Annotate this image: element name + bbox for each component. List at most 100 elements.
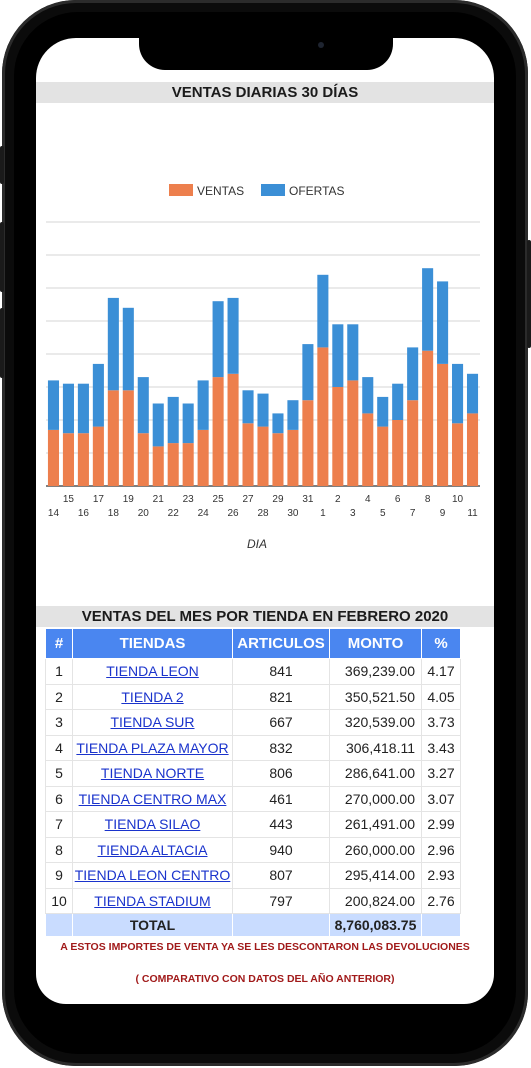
row-articulos: 797 bbox=[232, 887, 330, 914]
screen: VENTAS DIARIAS 30 DÍAS 14 15 16 17 18 19 20 21 2… bbox=[36, 38, 494, 1004]
row-tienda-cell: TIENDA NORTE bbox=[72, 760, 233, 787]
bar-ventas-28 bbox=[257, 426, 269, 486]
header-tiendas: TIENDAS bbox=[72, 628, 233, 659]
bar-ofertas-1 bbox=[317, 274, 329, 348]
store-link[interactable]: TIENDA ALTACIA bbox=[97, 841, 208, 858]
row-percent: 2.99 bbox=[421, 811, 461, 838]
bar-ofertas-25 bbox=[212, 301, 224, 378]
row-tienda-cell: TIENDA STADIUM bbox=[72, 887, 233, 914]
row-percent: 2.96 bbox=[421, 836, 461, 863]
row-percent: 3.43 bbox=[421, 734, 461, 761]
legend-swatch-ventas bbox=[169, 184, 193, 196]
bar-ofertas-7 bbox=[407, 347, 419, 401]
store-link[interactable]: TIENDA CENTRO MAX bbox=[78, 790, 227, 807]
store-link[interactable]: TIENDA 2 bbox=[121, 688, 184, 705]
bar-ofertas-3 bbox=[347, 324, 359, 381]
table-row: 10 TIENDA STADIUM 797 200,824.00 2.76 bbox=[45, 887, 461, 914]
row-number: 4 bbox=[45, 734, 73, 761]
row-articulos: 461 bbox=[232, 785, 330, 812]
table-row: 7 TIENDA SILAO 443 261,491.00 2.99 bbox=[45, 811, 461, 838]
bar-ofertas-9 bbox=[437, 281, 449, 364]
bar-ofertas-18 bbox=[107, 297, 119, 391]
row-percent: 3.07 bbox=[421, 785, 461, 812]
x-tick-label: 25 bbox=[213, 494, 225, 505]
bar-ofertas-30 bbox=[287, 400, 299, 430]
table-row: 1 TIENDA LEON 841 369,239.00 4.17 bbox=[45, 658, 461, 685]
bar-ventas-17 bbox=[92, 426, 104, 486]
total-row: TOTAL 8,760,083.75 bbox=[45, 913, 461, 937]
row-number: 9 bbox=[45, 862, 73, 889]
row-tienda-cell: TIENDA LEON CENTRO bbox=[72, 862, 233, 889]
bar-ofertas-6 bbox=[392, 383, 404, 420]
bar-ofertas-17 bbox=[92, 363, 104, 427]
comparativo-note: ( COMPARATIVO CON DATOS DEL AÑO ANTERIOR… bbox=[135, 973, 395, 985]
row-percent: 4.17 bbox=[421, 658, 461, 685]
row-monto: 295,414.00 bbox=[329, 862, 422, 889]
bar-ventas-20 bbox=[137, 433, 149, 486]
bar-ofertas-31 bbox=[302, 344, 314, 401]
store-link[interactable]: TIENDA SUR bbox=[110, 714, 195, 731]
bar-ventas-24 bbox=[197, 429, 209, 486]
bar-ofertas-27 bbox=[242, 390, 254, 424]
volume-up-button bbox=[0, 222, 4, 292]
x-tick-label: 2 bbox=[335, 494, 341, 505]
x-tick-label: 23 bbox=[183, 494, 195, 505]
legend-label-ofertas: OFERTAS bbox=[289, 184, 345, 198]
table-row: 9 TIENDA LEON CENTRO 807 295,414.00 2.93 bbox=[45, 862, 461, 889]
bar-ventas-11 bbox=[466, 413, 479, 486]
row-number: 6 bbox=[45, 785, 73, 812]
row-monto: 350,521.50 bbox=[329, 683, 422, 710]
row-articulos: 443 bbox=[232, 811, 330, 838]
bar-ofertas-15 bbox=[62, 383, 74, 434]
bar-ofertas-16 bbox=[77, 383, 89, 434]
bar-ventas-23 bbox=[182, 443, 194, 486]
store-link[interactable]: TIENDA STADIUM bbox=[94, 892, 211, 909]
total-empty-cell bbox=[45, 913, 73, 937]
x-tick-label: 11 bbox=[467, 508, 478, 519]
bar-ofertas-10 bbox=[452, 363, 464, 424]
x-tick-label: 16 bbox=[78, 508, 90, 519]
bar-ventas-3 bbox=[347, 380, 359, 486]
row-tienda-cell: TIENDA LEON bbox=[72, 658, 233, 685]
table-row: 2 TIENDA 2 821 350,521.50 4.05 bbox=[45, 683, 461, 710]
row-monto: 306,418.11 bbox=[329, 734, 422, 761]
x-tick-label: 15 bbox=[63, 494, 75, 505]
store-link[interactable]: TIENDA LEON bbox=[106, 663, 199, 680]
row-percent: 3.73 bbox=[421, 709, 461, 736]
bar-ofertas-11 bbox=[466, 373, 479, 414]
bar-ventas-2 bbox=[332, 387, 344, 486]
bar-ventas-9 bbox=[437, 363, 449, 486]
row-articulos: 807 bbox=[232, 862, 330, 889]
table-row: 3 TIENDA SUR 667 320,539.00 3.73 bbox=[45, 709, 461, 736]
bar-ventas-31 bbox=[302, 400, 314, 486]
chart-legend: VENTAS OFERTAS bbox=[169, 184, 345, 198]
bar-ofertas-26 bbox=[227, 297, 239, 374]
power-button bbox=[527, 240, 531, 348]
row-monto: 260,000.00 bbox=[329, 836, 422, 863]
bar-ofertas-23 bbox=[182, 403, 194, 444]
header-monto: MONTO bbox=[329, 628, 422, 659]
store-link[interactable]: TIENDA LEON CENTRO bbox=[74, 867, 231, 884]
x-tick-label: 19 bbox=[123, 494, 135, 505]
row-tienda-cell: TIENDA SUR bbox=[72, 709, 233, 736]
x-axis-label: DIA bbox=[247, 537, 267, 551]
table-row: 8 TIENDA ALTACIA 940 260,000.00 2.96 bbox=[45, 836, 461, 863]
stores-sales-table: # TIENDAS ARTICULOS MONTO % 1 TIENDA LEON… bbox=[45, 628, 461, 937]
bar-ventas-15 bbox=[62, 433, 74, 486]
x-tick-label: 22 bbox=[168, 508, 180, 519]
bar-ventas-5 bbox=[377, 426, 389, 486]
bar-ofertas-19 bbox=[122, 307, 134, 391]
bar-ofertas-4 bbox=[362, 377, 374, 414]
store-link[interactable]: TIENDA NORTE bbox=[100, 765, 205, 782]
x-tick-label: 5 bbox=[380, 508, 386, 519]
store-link[interactable]: TIENDA SILAO bbox=[104, 816, 201, 833]
bar-ventas-1 bbox=[317, 347, 329, 486]
bar-ventas-10 bbox=[452, 423, 464, 486]
row-monto: 369,239.00 bbox=[329, 658, 422, 685]
silent-switch bbox=[0, 146, 4, 184]
bar-ventas-19 bbox=[122, 390, 134, 486]
store-link[interactable]: TIENDA PLAZA MAYOR bbox=[76, 739, 229, 756]
row-tienda-cell: TIENDA SILAO bbox=[72, 811, 233, 838]
row-articulos: 667 bbox=[232, 709, 330, 736]
bar-ventas-27 bbox=[242, 423, 254, 486]
